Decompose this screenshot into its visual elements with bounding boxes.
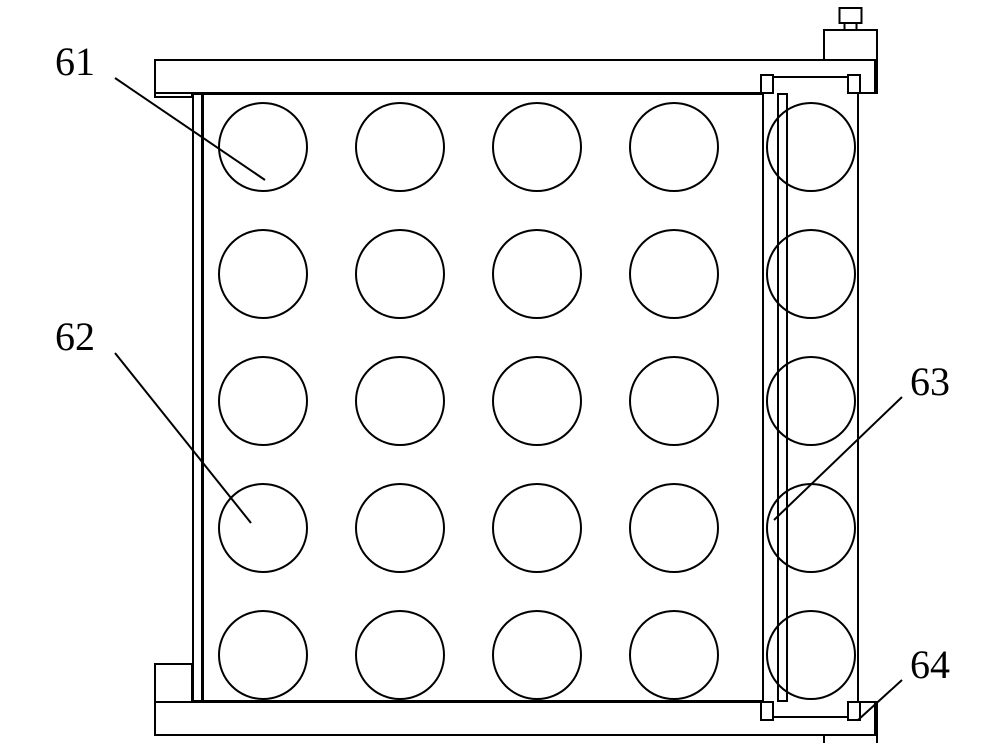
right-slit xyxy=(778,94,787,701)
leader-l64 xyxy=(858,680,902,720)
panel-bottom-tab-right xyxy=(848,702,860,720)
panel-top-tab-left xyxy=(761,75,773,93)
left-slit xyxy=(193,94,202,701)
panel-top-tab-right xyxy=(848,75,860,93)
motor-top-cap xyxy=(840,8,862,23)
label-l62: 62 xyxy=(55,314,95,359)
top-rail-left-lip xyxy=(155,93,192,97)
label-l63: 63 xyxy=(910,359,950,404)
bottom-rail-left-flange xyxy=(155,664,192,702)
bottom-rail-right-edge xyxy=(875,702,877,735)
label-l64: 64 xyxy=(910,642,950,687)
motor-top-shaft xyxy=(845,23,857,30)
motor-top-body xyxy=(824,30,877,60)
technical-diagram: 61 62 63 64 xyxy=(0,0,1000,743)
shapes-group xyxy=(155,8,877,743)
label-l61: 61 xyxy=(55,39,95,84)
motor-bottom-body xyxy=(824,735,877,743)
inner-plate xyxy=(203,94,777,701)
panel-bottom-tab-left xyxy=(761,702,773,720)
top-rail-right-edge xyxy=(875,60,877,93)
